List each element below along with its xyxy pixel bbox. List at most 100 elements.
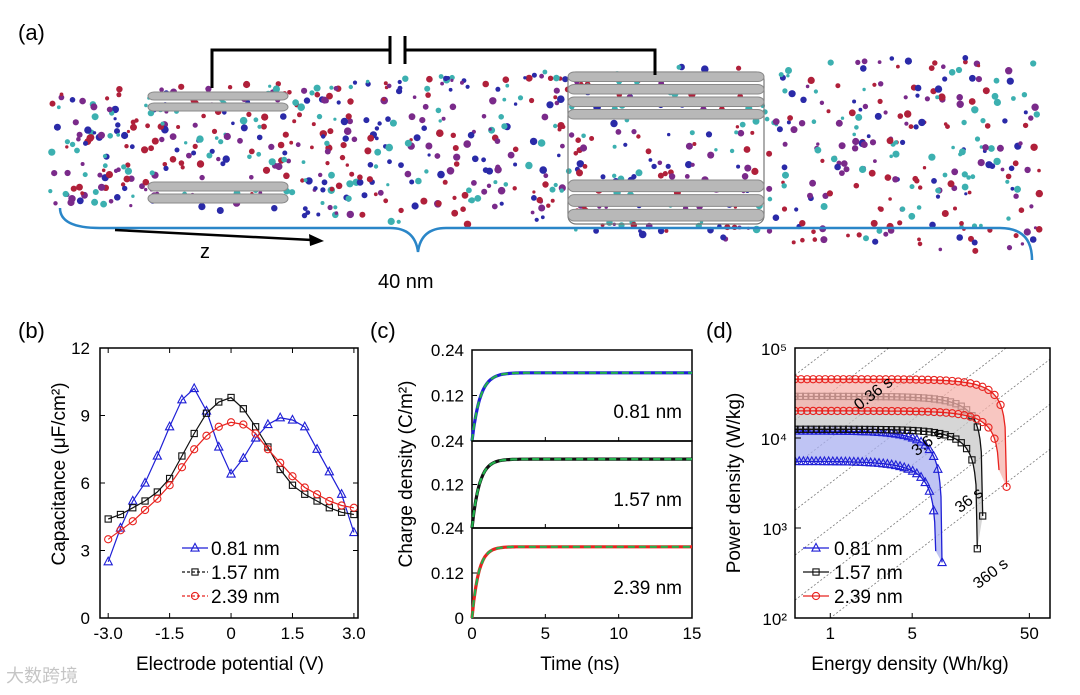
ion-particle <box>560 143 565 149</box>
ion-particle <box>971 239 978 246</box>
ion-particle <box>917 237 921 242</box>
ion-particle <box>883 110 888 115</box>
ion-particle <box>542 181 549 188</box>
d-data-point <box>941 376 951 385</box>
ion-particle <box>494 138 501 145</box>
ion-particle <box>743 146 751 153</box>
ion-particle <box>356 179 364 186</box>
ion-particle <box>525 161 533 170</box>
panel-b: (b) Capacitance (μF/cm²) Electrode poten… <box>18 318 366 675</box>
panel-c-plot: 0.24 0.12 0.24 0.12 0.24 0.12 00 5 10 15 <box>431 341 702 643</box>
ion-particle <box>971 106 979 114</box>
ion-particle <box>662 171 668 177</box>
ion-particle <box>467 131 475 139</box>
ion-particle <box>427 153 431 157</box>
ion-particle <box>321 134 326 139</box>
ion-particle <box>612 144 617 149</box>
ion-particle <box>962 55 969 61</box>
ion-particle <box>283 172 290 180</box>
ion-particle <box>303 178 308 183</box>
ion-particle <box>956 100 964 109</box>
ion-particle <box>782 141 788 147</box>
d-data-point <box>916 471 927 481</box>
ion-particle <box>543 173 549 179</box>
ion-particle <box>764 116 770 122</box>
ion-particle <box>114 194 121 201</box>
b-data-point <box>275 411 286 422</box>
ion-particle <box>333 117 337 121</box>
ion-particle <box>122 185 128 192</box>
ion-particle <box>505 83 510 88</box>
ion-particle <box>206 152 213 159</box>
ion-particle <box>123 175 131 183</box>
b-series-line <box>107 387 355 563</box>
d-data-point <box>869 406 878 416</box>
b-data-point <box>312 490 322 499</box>
b-xtick-label: -1.5 <box>155 624 184 643</box>
ion-particle <box>377 121 382 126</box>
ion-particle <box>465 84 470 89</box>
ion-particle <box>576 160 584 168</box>
ion-particle <box>186 152 192 159</box>
ion-particle <box>839 170 845 177</box>
ion-particle <box>877 98 883 104</box>
ion-particle <box>316 212 321 217</box>
b-data-point <box>238 452 249 462</box>
ion-particle <box>425 92 431 98</box>
d-data-point <box>935 376 945 385</box>
ion-particle <box>327 128 334 135</box>
ion-particle <box>1020 242 1025 246</box>
ion-particle <box>352 80 358 85</box>
ion-particle <box>398 162 404 169</box>
ion-particle <box>800 237 805 243</box>
d-xtick-label: 5 <box>907 624 916 643</box>
d-data-point <box>903 430 914 441</box>
ion-particle <box>261 113 269 121</box>
ion-particle <box>807 76 815 84</box>
ion-particle <box>178 160 185 166</box>
ion-particle <box>149 170 155 176</box>
ion-particle <box>300 178 305 183</box>
ion-particle <box>113 168 119 173</box>
ion-particle <box>840 116 845 120</box>
b-data-point <box>251 429 260 438</box>
ion-particle <box>961 183 969 191</box>
ion-particle <box>841 160 848 167</box>
ion-particle <box>568 132 575 138</box>
ion-particle <box>129 144 135 150</box>
ion-particle <box>59 92 64 97</box>
ion-particle <box>772 118 780 125</box>
ion-particle <box>766 150 773 157</box>
ion-particle <box>889 154 893 159</box>
ion-particle <box>216 207 224 214</box>
ion-particle <box>260 123 267 130</box>
ion-particle <box>961 171 968 178</box>
ion-particle <box>346 180 354 188</box>
ion-particle <box>334 211 339 215</box>
ion-particle <box>657 227 665 235</box>
d-data-point <box>941 431 949 439</box>
ion-particle <box>162 162 168 167</box>
ion-particle <box>565 168 572 175</box>
ion-particle <box>819 100 825 106</box>
d-data-point <box>911 467 922 478</box>
b-data-point <box>165 481 174 490</box>
ion-particle <box>1000 167 1005 172</box>
d-data-point <box>925 428 933 436</box>
d-data-point <box>917 407 927 416</box>
panel-b-xlabel: Electrode potential (V) <box>136 654 324 675</box>
ion-particle <box>863 235 869 242</box>
ion-particle <box>421 125 428 131</box>
ion-particle <box>386 183 390 187</box>
ion-particle <box>343 127 352 135</box>
d-time-guide <box>795 403 1050 601</box>
ion-particle <box>333 205 338 210</box>
d-data-point <box>923 375 933 384</box>
d-ytick-label: 10² <box>762 610 787 629</box>
c-ytick-label: 0 <box>455 609 464 628</box>
ion-particle <box>105 96 110 101</box>
ion-particle <box>785 67 792 74</box>
ion-particle <box>612 173 617 178</box>
ion-particle <box>657 172 664 179</box>
ion-particle <box>435 200 442 207</box>
